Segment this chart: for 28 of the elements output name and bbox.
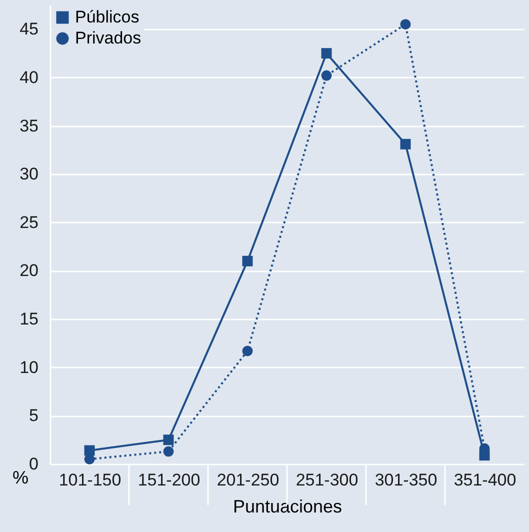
- legend-label: Públicos: [75, 8, 140, 26]
- x-tick-label: 251-300: [296, 470, 358, 490]
- point: [400, 19, 411, 30]
- y-tick-label: 30: [20, 164, 38, 184]
- x-tick-label: 201-250: [216, 470, 280, 490]
- x-tick-label: 151-200: [138, 470, 200, 490]
- point: [321, 70, 332, 81]
- point: [163, 434, 174, 446]
- y-tick-label: 45: [20, 20, 38, 39]
- y-tick-label: 10: [20, 358, 38, 377]
- y-tick-label: 5: [29, 406, 38, 426]
- point: [163, 446, 174, 457]
- x-tick-label: 351-400: [454, 470, 516, 490]
- point: [400, 138, 411, 150]
- y-tick-label: 20: [20, 261, 38, 280]
- x-tick-label: 301-350: [374, 470, 438, 490]
- y-tick-label: 15: [20, 310, 38, 329]
- point: [242, 256, 253, 266]
- legend-label: Privados: [75, 28, 142, 48]
- y-tick-label: 25: [20, 212, 38, 232]
- x-axis-title: Puntuaciones: [232, 496, 342, 516]
- point: [242, 346, 253, 356]
- y-tick-label: 40: [20, 68, 38, 87]
- y-axis-title: %: [12, 468, 29, 488]
- point: [321, 48, 332, 59]
- x-tick-label: 101-150: [58, 470, 122, 490]
- y-tick-label: 35: [20, 116, 38, 136]
- y-tick-label: 0: [29, 454, 38, 474]
